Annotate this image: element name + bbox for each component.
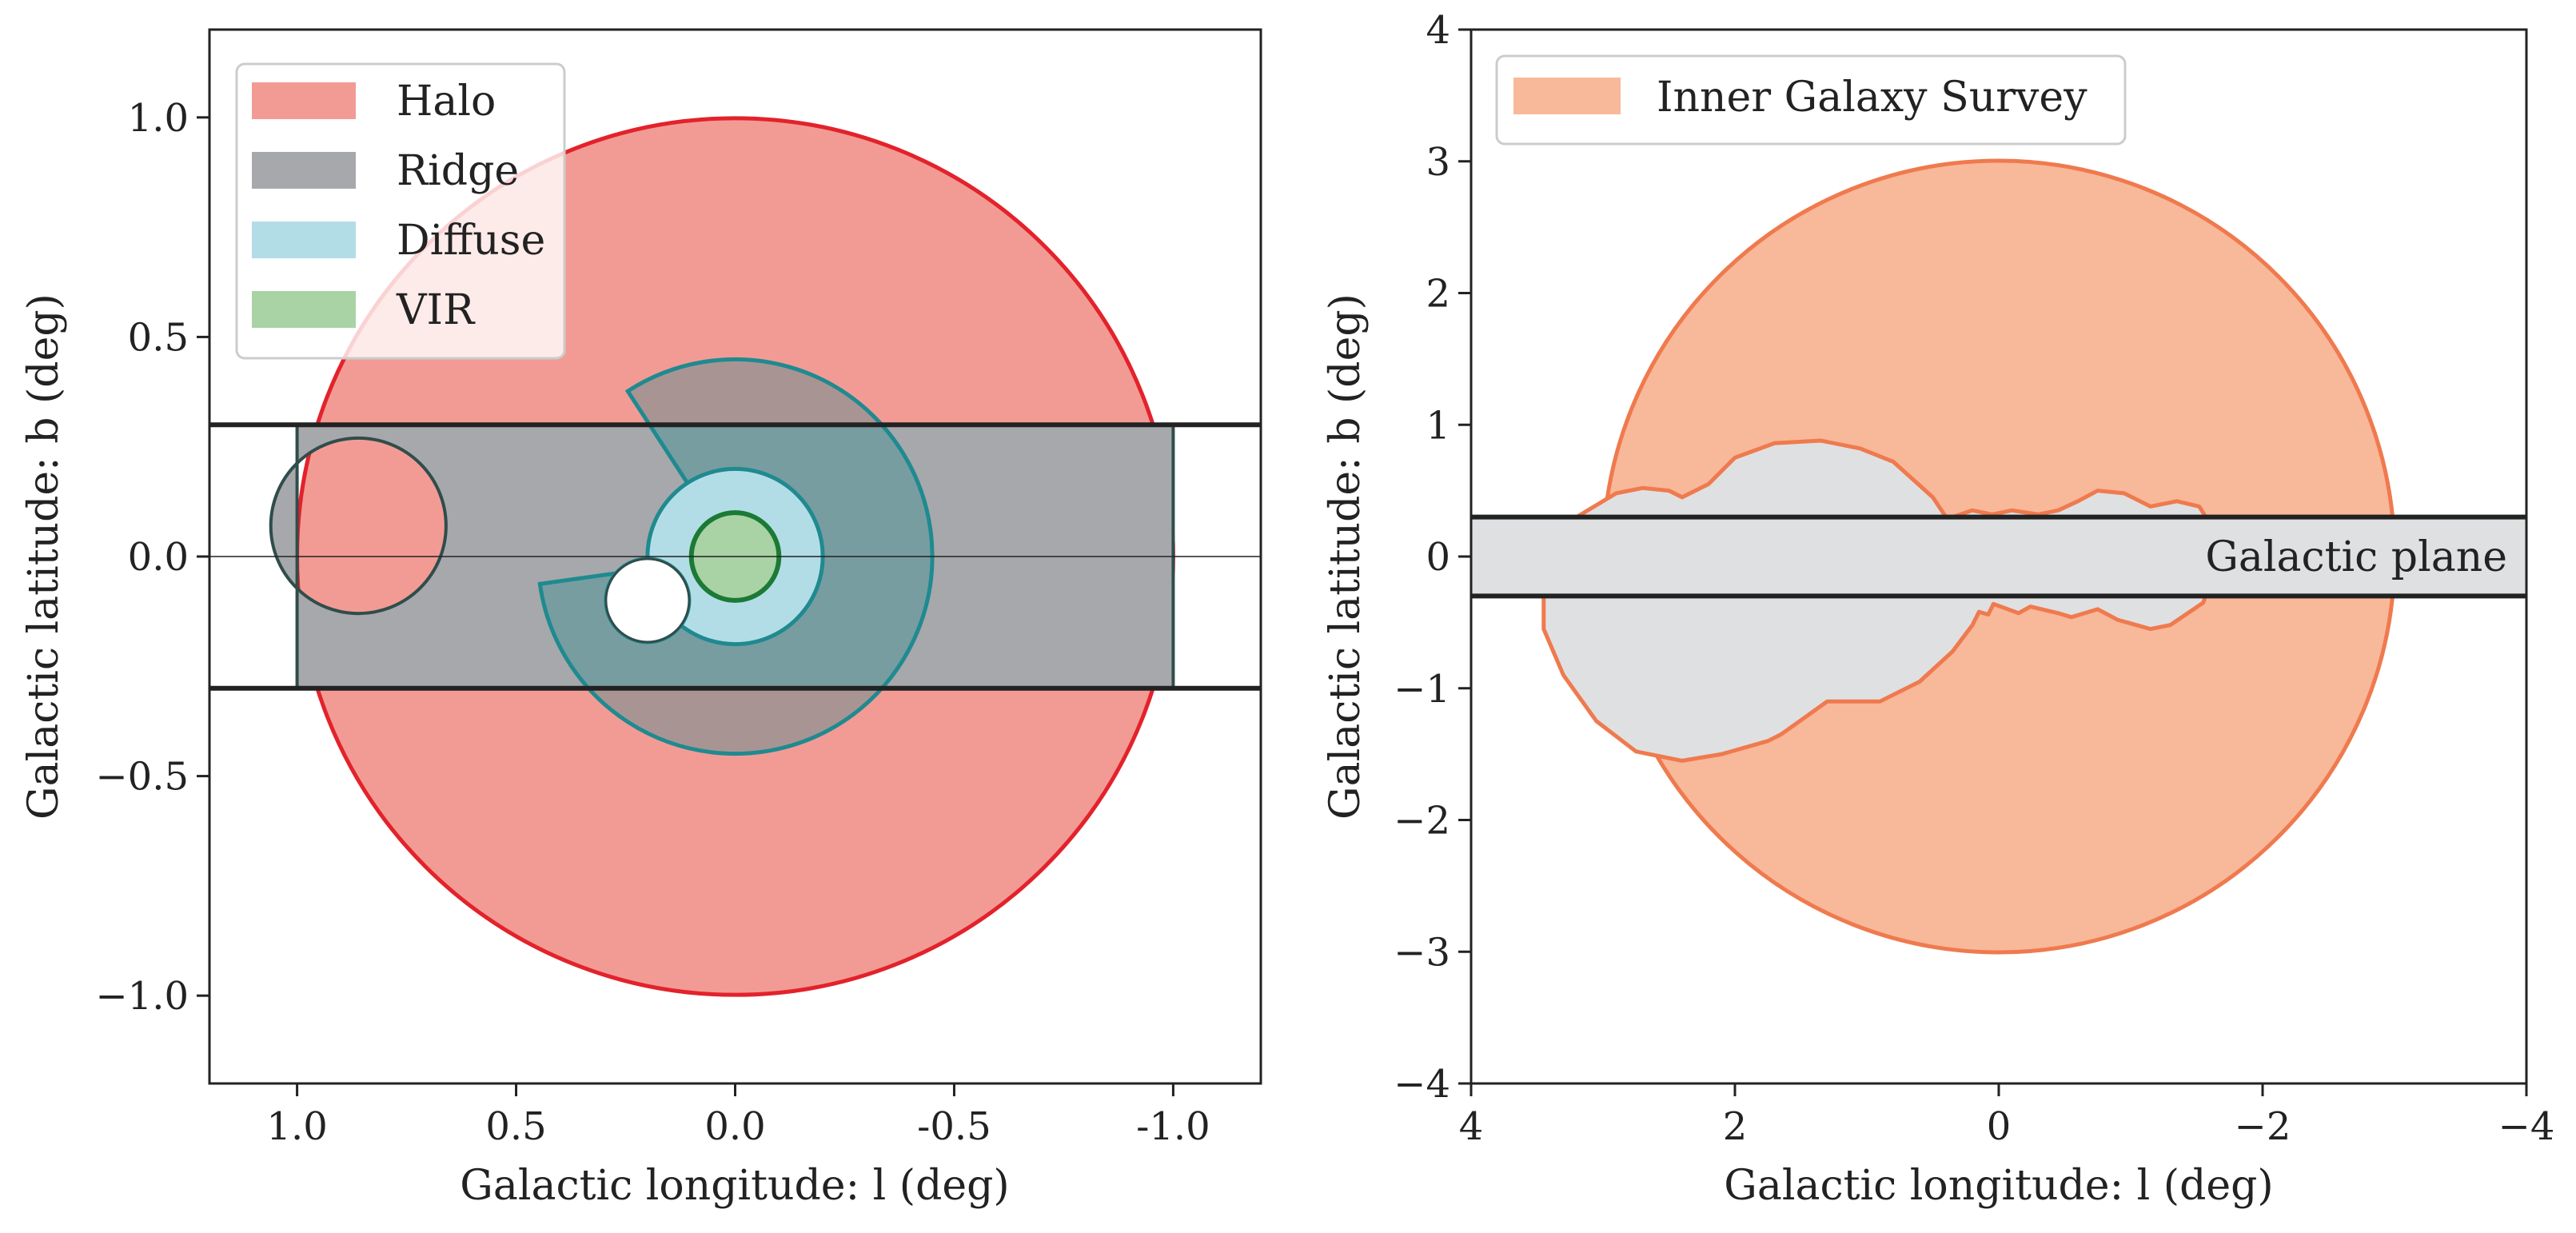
p2-xtick-label: −2 xyxy=(2235,1104,2291,1149)
y-axis-label-left: Galactic latitude: b (deg) xyxy=(20,293,68,820)
p1-ytick-label: 0.5 xyxy=(128,315,189,360)
p2-ytick-label: −1 xyxy=(1394,667,1450,712)
p1-ytick-label: 0.0 xyxy=(128,535,189,580)
legend-label-ridge: Ridge xyxy=(397,147,519,195)
p2-ytick-label: −2 xyxy=(1394,799,1450,844)
x-ticks-left: 1.0 0.5 0.0 -0.5 -1.0 xyxy=(266,1083,1210,1149)
legend-swatch-ridge xyxy=(252,152,356,189)
legend-label-vir: VIR xyxy=(396,286,476,334)
p2-ytick-label: 2 xyxy=(1426,272,1450,317)
legend-swatch-vir xyxy=(252,291,356,328)
y-ticks-right: −4 −3 −2 −1 0 1 2 3 4 xyxy=(1394,8,1471,1107)
p2-xtick-label: 2 xyxy=(1723,1104,1748,1149)
legend-swatch-halo xyxy=(252,82,356,119)
y-axis-label-right: Galactic latitude: b (deg) xyxy=(1322,293,1370,820)
p1-xtick-label: 0.0 xyxy=(704,1104,765,1149)
y-ticks-left: −1.0 −0.5 0.0 0.5 1.0 xyxy=(95,96,209,1019)
legend-left: Halo Ridge Diffuse VIR xyxy=(235,62,566,360)
panel-right: 4 2 0 −2 −4 −4 −3 −2 −1 0 1 2 3 4 Galactic plane Gal… xyxy=(1322,8,2554,1210)
p2-ytick-label: 3 xyxy=(1426,140,1450,185)
p1-xtick-label: -1.0 xyxy=(1136,1104,1210,1149)
x-ticks-right: 4 2 0 −2 −4 xyxy=(1459,1083,2555,1149)
p1-xtick-label: -0.5 xyxy=(917,1104,991,1149)
inner-hole-region xyxy=(604,557,691,644)
legend-swatch-survey xyxy=(1513,78,1621,114)
legend-swatch-diffuse xyxy=(252,221,356,258)
x-axis-label-left: Galactic longitude: l (deg) xyxy=(460,1162,1009,1210)
p2-ytick-label: 1 xyxy=(1426,403,1450,448)
p1-ytick-label: 1.0 xyxy=(128,96,189,141)
galactic-plane-annotation: Galactic plane xyxy=(2205,533,2507,581)
p2-ytick-label: −4 xyxy=(1394,1062,1450,1107)
p2-xtick-label: 4 xyxy=(1459,1104,1484,1149)
p2-xtick-label: 0 xyxy=(1987,1104,2012,1149)
galactic-plane-band xyxy=(1471,517,2526,597)
legend-right: Inner Galaxy Survey xyxy=(1495,54,2127,146)
p2-ytick-label: 0 xyxy=(1426,535,1450,580)
p2-ytick-label: 4 xyxy=(1426,8,1450,53)
p1-xtick-label: 1.0 xyxy=(266,1104,327,1149)
legend-label-diffuse: Diffuse xyxy=(397,217,545,265)
legend-box xyxy=(235,62,566,360)
p2-xtick-label: −4 xyxy=(2498,1104,2555,1149)
p2-ytick-label: −3 xyxy=(1394,930,1450,975)
p1-ytick-label: −1.0 xyxy=(95,974,189,1019)
plot-area-right xyxy=(1471,158,2526,955)
panel-left: 1.0 0.5 0.0 -0.5 -1.0 −1.0 −0.5 0.0 0.5 1.0 Gala… xyxy=(20,28,1262,1210)
legend-label-survey: Inner Galaxy Survey xyxy=(1657,74,2088,122)
p1-ytick-label: −0.5 xyxy=(95,755,189,800)
legend-box xyxy=(1495,54,2127,146)
x-axis-label-right: Galactic longitude: l (deg) xyxy=(1724,1162,2273,1210)
legend-label-halo: Halo xyxy=(397,78,496,126)
p1-xtick-label: 0.5 xyxy=(485,1104,546,1149)
